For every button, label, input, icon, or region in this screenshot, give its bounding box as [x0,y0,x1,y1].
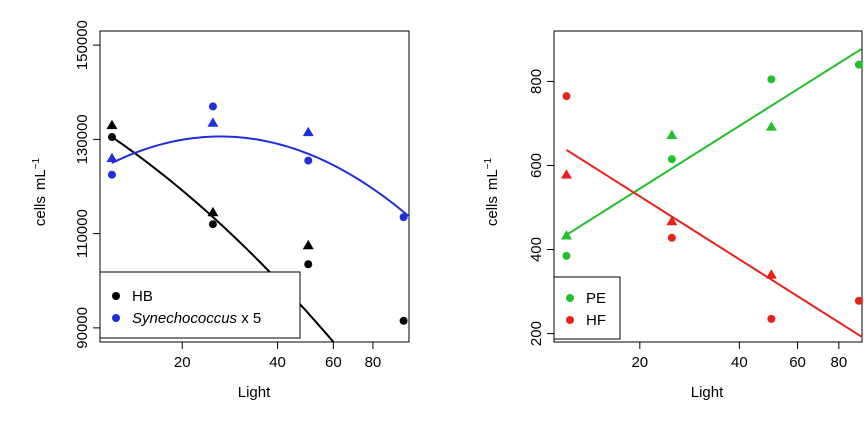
y-tick-label: 150000 [74,20,91,70]
fit-line-pe [565,48,862,236]
y-axis-title-left-exponent: −1 [31,157,42,169]
legend-marker-synechococcus [112,314,120,322]
legend-label-synechococcus-italic: Synechococcus [132,310,238,327]
x-tick-label: 40 [269,354,286,371]
data-point-circle-pe [562,251,571,260]
data-point-triangle-synechococcus-x-5 [207,117,219,127]
data-point-circle-hb [304,260,313,269]
data-point-circle-hf [667,233,676,242]
chart-panel-right: 20 40 60 80 200 400 600 800 PE HF Light cells mL… [483,30,863,401]
data-point-circle-hf [854,296,863,305]
legend-label-synechococcus-suffix: x 5 [237,310,261,327]
data-point-circle-hb [208,220,217,229]
y-tick-label: 600 [528,153,545,178]
data-point-circle-pe [667,155,676,164]
fit-line-synechococcus-x-5 [111,135,409,217]
data-point-triangle-synechococcus-x-5 [106,152,118,163]
y-tick-label: 800 [528,69,545,94]
y-axis-title-right-main: cells [484,196,501,226]
legend-left: HB Synechococcus x 5 [99,271,301,339]
x-tick-label: 80 [365,354,382,371]
x-axis-title-left: Light [238,384,271,401]
legend-marker-pe [566,294,574,302]
data-point-circle-hb [107,133,116,142]
data-point-circle-pe [767,75,776,84]
y-axis-title-right-exponent: −1 [483,157,494,169]
data-point-triangle-pe [765,121,777,131]
legend-label-hf: HF [586,312,606,329]
y-axis-title-left: cells mL−1 [31,157,49,226]
legend-label-synechococcus: Synechococcus x 5 [132,310,261,327]
y-axis-title-left-unit: mL [32,169,49,190]
x-tick-label: 40 [731,354,748,371]
fit-line-hb [111,136,335,342]
data-point-triangle-hb [302,239,314,250]
y-tick-label: 90000 [74,307,91,349]
y-axis-title-left-main: cells [32,196,49,226]
data-point-circle-hb [399,316,408,325]
plot-frame-left [99,30,410,343]
x-tick-label: 60 [325,354,342,371]
y-axis-title-right: cells mL−1 [483,157,501,226]
y-tick-label: 200 [528,321,545,346]
legend-marker-hb [112,292,120,300]
y-axis-title-right-unit: mL [484,169,501,190]
plot-frame-right [553,30,863,343]
legend-box [99,271,301,339]
data-point-circle-pe [854,60,863,69]
data-point-triangle-pe [560,230,572,240]
data-point-circle-synechococcus-x-5 [304,156,313,165]
legend-box [553,276,621,340]
y-tick-label: 130000 [74,114,91,164]
fit-line-hf [565,149,862,338]
chart-panel-left: 20 40 60 80 90000 110000 130000 150000 HB Synec… [31,20,410,401]
legend-label-hb: HB [132,288,153,305]
x-axis-title-right: Light [691,384,724,401]
data-point-triangle-hf [560,169,572,179]
data-point-circle-synechococcus-x-5 [208,102,217,111]
data-point-circle-hf [767,314,776,323]
data-point-circle-synechococcus-x-5 [399,213,408,222]
data-point-triangle-synechococcus-x-5 [302,126,314,137]
data-point-circle-synechococcus-x-5 [107,170,116,179]
x-tick-label: 20 [631,354,648,371]
x-tick-label: 80 [831,354,848,371]
legend-label-pe: PE [586,290,606,307]
y-tick-label: 400 [528,237,545,262]
legend-marker-hf [566,316,574,324]
legend-right: PE HF [553,276,621,340]
x-tick-label: 60 [789,354,806,371]
data-point-triangle-hb [106,119,118,130]
x-tick-label: 20 [174,354,191,371]
y-tick-label: 110000 [74,209,91,258]
data-point-triangle-hb [207,206,219,217]
data-point-circle-hf [562,92,571,101]
data-point-triangle-pe [666,129,678,140]
data-point-triangle-hf [666,215,678,226]
data-point-triangle-hf [765,269,777,279]
